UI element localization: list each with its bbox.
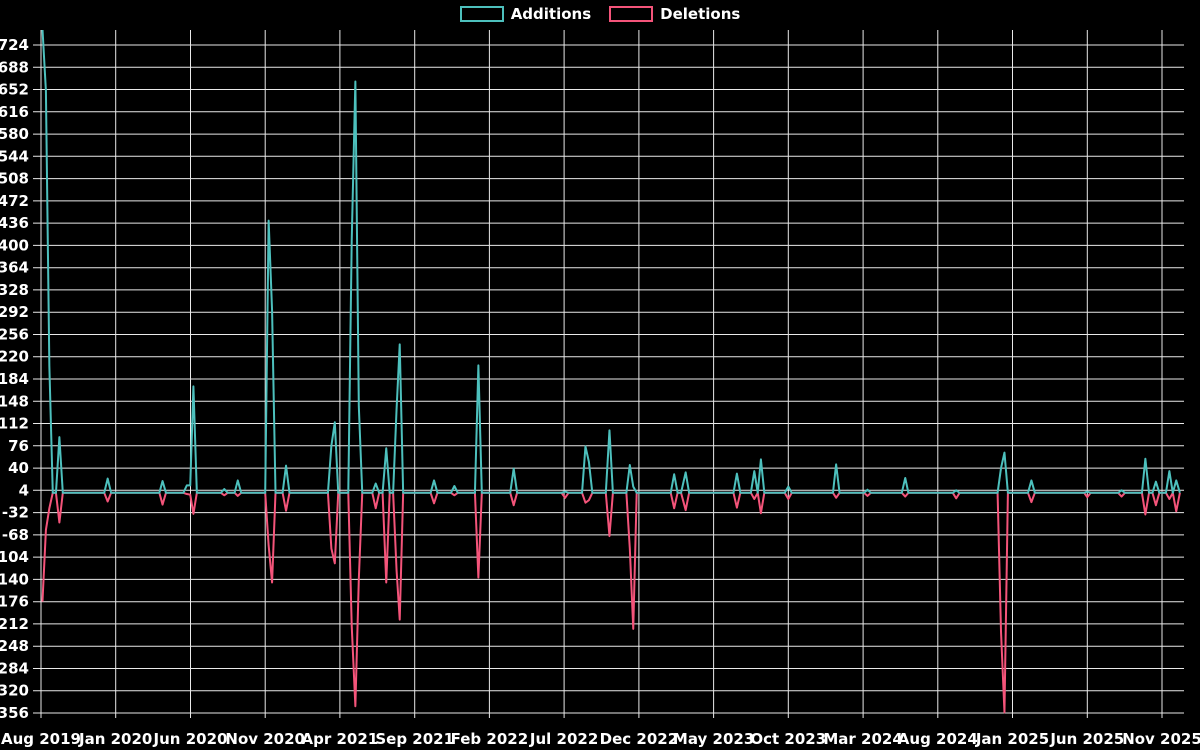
x-tick-label: Feb 2022 [451,730,529,748]
x-tick-label: Aug 2019 [1,730,81,748]
x-tick-label: May 2023 [673,730,754,748]
y-tick-label: 112 [0,415,29,433]
y-tick-label: 76 [8,437,29,455]
y-tick-label: 328 [0,281,29,299]
y-tick-label: -320 [0,682,29,700]
additions-line [41,30,1181,494]
x-tick-label: Aug 2024 [898,730,978,748]
x-tick-label: Jan 2025 [975,730,1049,748]
y-tick-label: 508 [0,170,29,188]
chart-legend: Additions Deletions [0,5,1200,23]
x-tick-label: Nov 2020 [225,730,305,748]
additions-swatch-icon [459,6,504,22]
y-tick-label: 472 [0,192,29,210]
legend-label-additions: Additions [510,5,592,23]
legend-item-additions[interactable]: Additions [459,5,592,23]
y-tick-label: -32 [2,504,29,522]
y-tick-label: 580 [0,125,29,143]
y-tick-label: 184 [0,370,29,388]
y-tick-label: 292 [0,303,29,321]
y-tick-label: 724 [0,36,29,54]
y-tick-label: 616 [0,103,29,121]
y-tick-label: -284 [0,660,29,678]
legend-label-deletions: Deletions [660,5,741,23]
x-tick-label: Nov 2025 [1122,730,1200,748]
x-tick-label: Jul 2022 [529,730,598,748]
y-tick-label: 4 [19,481,29,499]
x-tick-label: Apr 2021 [302,730,379,748]
deletions-swatch-icon [609,6,654,22]
y-tick-label: 40 [8,459,29,477]
y-tick-label: 688 [0,58,29,76]
x-tick-label: Jun 2020 [153,730,228,748]
y-tick-label: 256 [0,326,29,344]
x-tick-label: Jun 2025 [1049,730,1124,748]
x-tick-label: Jan 2020 [78,730,152,748]
y-tick-label: -68 [2,526,29,544]
legend-item-deletions[interactable]: Deletions [609,5,740,23]
x-tick-label: Dec 2022 [600,730,679,748]
y-tick-label: 364 [0,259,29,277]
y-tick-label: 148 [0,392,29,410]
x-tick-label: Oct 2023 [750,730,826,748]
x-tick-label: Sep 2021 [375,730,454,748]
y-tick-label: 220 [0,348,29,366]
y-tick-label: -176 [0,593,29,611]
y-tick-label: 400 [0,236,29,254]
y-tick-label: 652 [0,81,29,99]
y-tick-label: 436 [0,214,29,232]
x-tick-label: Mar 2024 [823,730,902,748]
y-tick-label: 544 [0,147,29,165]
y-tick-label: -104 [0,548,29,566]
y-tick-label: -212 [0,615,29,633]
deletions-line [41,491,1181,714]
y-tick-label: -356 [0,704,29,722]
y-tick-label: -140 [0,570,29,588]
y-tick-label: -248 [0,637,29,655]
